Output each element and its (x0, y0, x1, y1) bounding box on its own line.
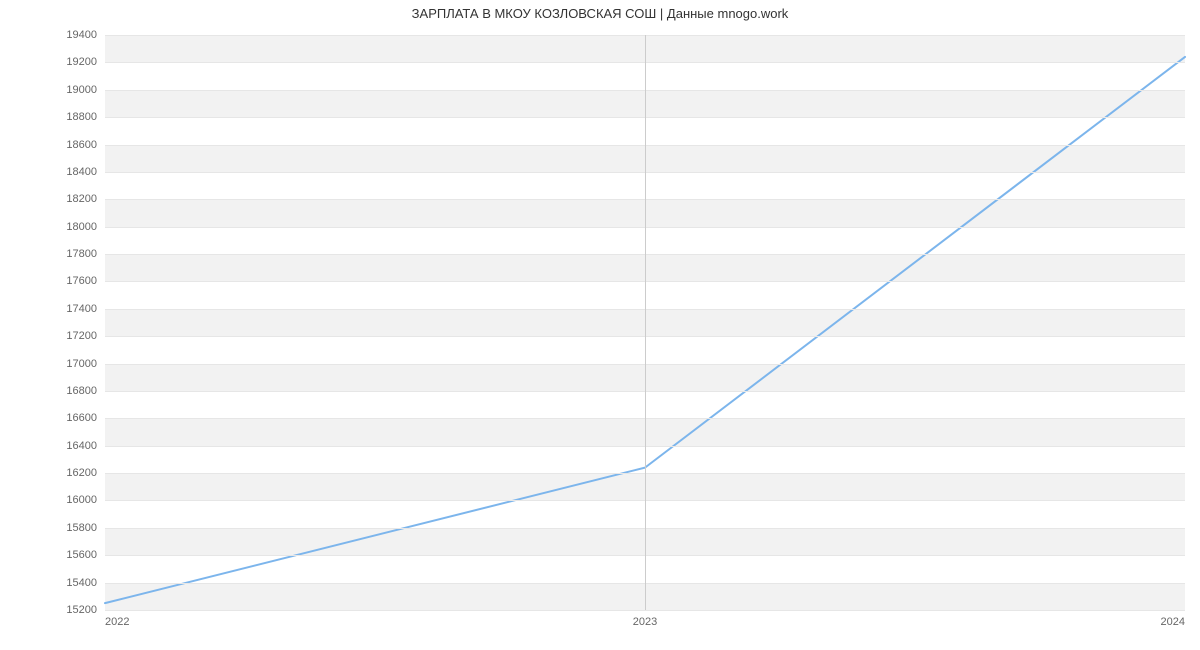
y-tick-label: 19000 (66, 84, 97, 96)
y-tick-label: 15200 (66, 604, 97, 616)
y-tick-label: 18200 (66, 193, 97, 205)
y-tick-label: 18600 (66, 139, 97, 151)
y-tick-label: 18800 (66, 111, 97, 123)
y-tick-label: 16200 (66, 467, 97, 479)
y-tick-label: 15600 (66, 549, 97, 561)
h-gridline (105, 610, 1185, 611)
y-tick-label: 19200 (66, 56, 97, 68)
y-tick-label: 18000 (66, 221, 97, 233)
chart-container: ЗАРПЛАТА В МКОУ КОЗЛОВСКАЯ СОШ | Данные … (0, 0, 1200, 650)
y-tick-label: 16800 (66, 385, 97, 397)
y-tick-label: 17400 (66, 303, 97, 315)
y-tick-label: 15400 (66, 577, 97, 589)
y-tick-label: 17000 (66, 358, 97, 370)
x-tick-label: 2022 (105, 616, 129, 628)
y-tick-label: 17200 (66, 330, 97, 342)
y-tick-label: 16400 (66, 440, 97, 452)
y-tick-label: 17800 (66, 248, 97, 260)
y-tick-label: 15800 (66, 522, 97, 534)
y-tick-label: 18400 (66, 166, 97, 178)
y-tick-label: 16600 (66, 412, 97, 424)
x-tick-label: 2023 (633, 616, 657, 628)
x-tick-label: 2024 (1161, 616, 1185, 628)
y-tick-label: 17600 (66, 275, 97, 287)
y-tick-label: 19400 (66, 29, 97, 41)
v-gridline (645, 35, 646, 610)
plot-area: 1520015400156001580016000162001640016600… (105, 35, 1185, 610)
chart-title: ЗАРПЛАТА В МКОУ КОЗЛОВСКАЯ СОШ | Данные … (0, 6, 1200, 21)
y-tick-label: 16000 (66, 494, 97, 506)
